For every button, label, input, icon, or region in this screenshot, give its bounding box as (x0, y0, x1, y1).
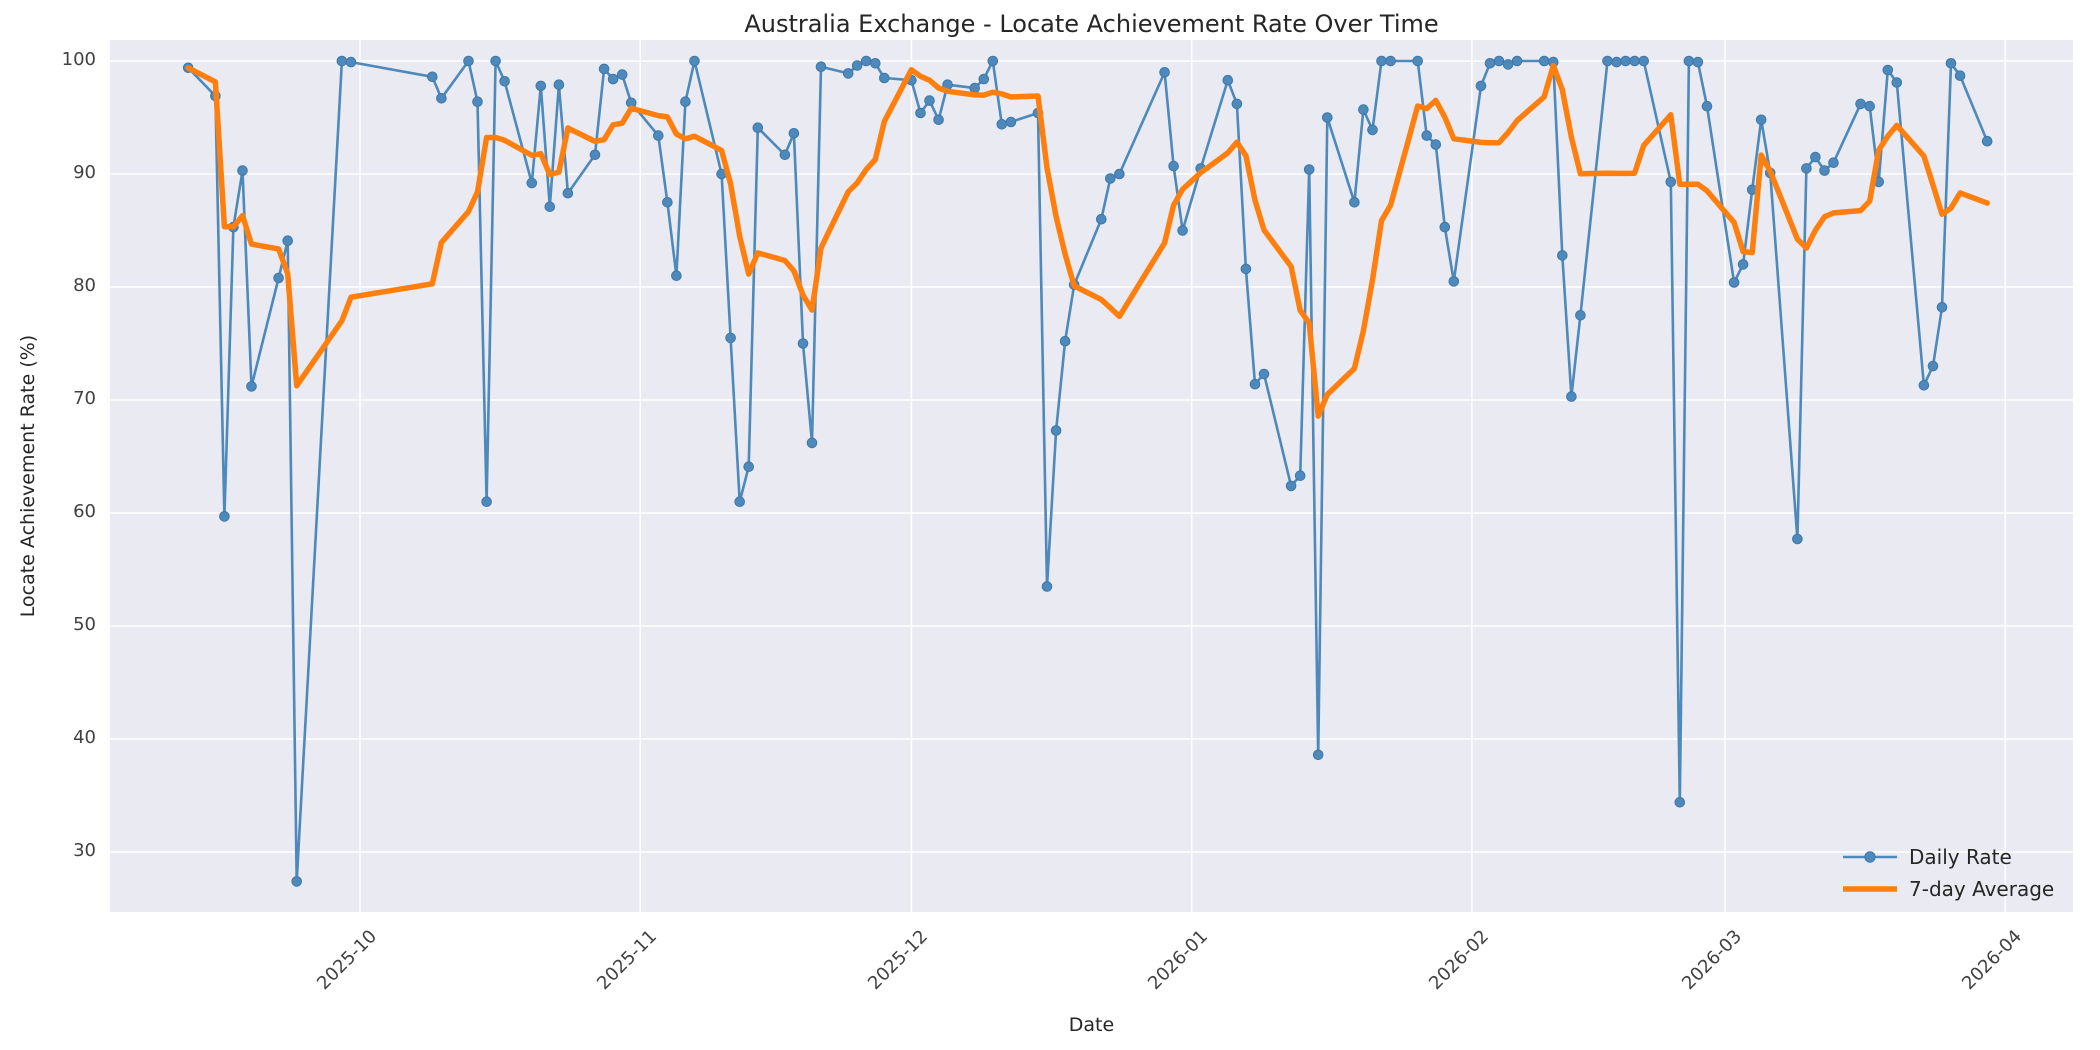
legend-label-daily-rate: Daily Rate (1909, 845, 2012, 869)
y-tick-label: 80 (73, 275, 96, 296)
y-tick-label: 50 (73, 614, 96, 635)
rolling-average-series (185, 62, 1990, 419)
legend-swatch-daily-rate (1843, 851, 1897, 863)
y-tick-label: 30 (73, 840, 96, 861)
y-tick-label: 90 (73, 162, 96, 183)
gridlines (110, 40, 2073, 912)
plot-area (110, 40, 2073, 912)
y-tick-label: 40 (73, 727, 96, 748)
legend-label-7day-average: 7-day Average (1909, 877, 2055, 901)
y-tick-label: 100 (61, 49, 96, 70)
y-axis-label: Locate Achievement Rate (%) (17, 334, 39, 618)
chart-title: Australia Exchange - Locate Achievement … (744, 10, 1439, 38)
y-tick-label: 70 (73, 388, 96, 409)
x-axis-label: Date (1068, 1014, 1115, 1036)
y-tick-label: 60 (73, 501, 96, 522)
